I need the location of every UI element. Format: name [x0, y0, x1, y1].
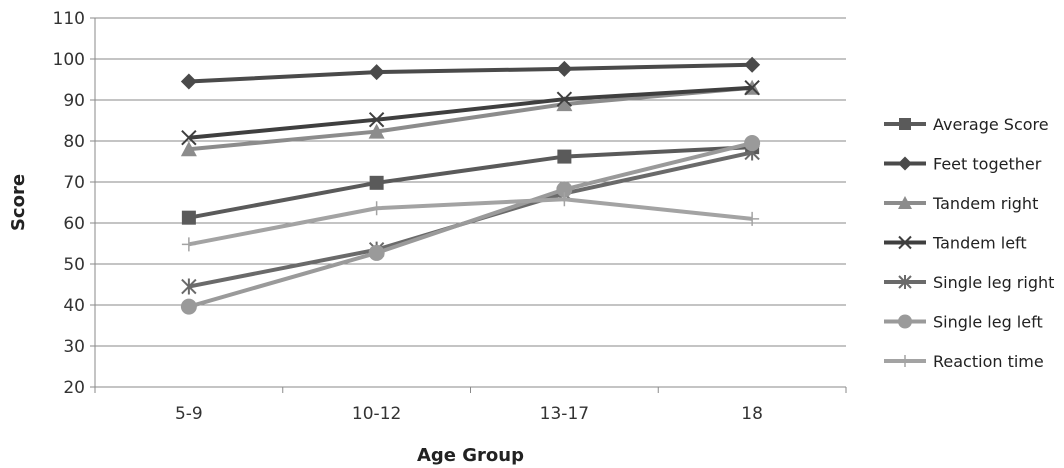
legend-label: Feet together: [933, 155, 1042, 174]
x-tick-label: 10-12: [352, 404, 401, 424]
y-tick-label: 110: [53, 9, 85, 29]
legend-item: Tandem left: [884, 234, 1027, 253]
marker-diamond: [744, 56, 761, 73]
y-tick-label: 70: [63, 173, 85, 193]
series-feet-together: [180, 56, 761, 90]
marker-square: [557, 149, 572, 164]
legend-label: Reaction time: [933, 352, 1044, 371]
marker-plus: [557, 192, 572, 207]
marker-x: [744, 79, 760, 96]
x-tick-label: 18: [741, 404, 763, 424]
marker-star: [181, 278, 197, 295]
legend-item: Average Score: [884, 115, 1049, 134]
marker-diamond: [368, 64, 385, 81]
marker-diamond: [898, 156, 912, 171]
legend: Average Score Feet together Tandem right Ta…: [884, 115, 1054, 371]
marker-x: [181, 130, 197, 146]
series-line: [188, 145, 753, 220]
y-tick-label: 90: [63, 91, 85, 111]
marker-circle: [898, 314, 912, 329]
legend-item: Reaction time: [884, 352, 1044, 371]
marker-x: [368, 111, 385, 128]
marker-circle: [368, 244, 385, 261]
y-tick-label: 50: [63, 255, 85, 275]
marker-triangle: [180, 141, 197, 157]
x-tick-labels: 5-9 10-12 13-17 18: [175, 404, 763, 424]
legend-label: Tandem right: [932, 194, 1038, 213]
y-axis-title: Score: [8, 174, 29, 231]
marker-plus: [181, 237, 196, 252]
axes: [94, 18, 847, 393]
marker-square: [181, 210, 196, 225]
marker-triangle: [898, 196, 912, 209]
marker-square: [899, 118, 911, 130]
marker-triangle: [556, 96, 573, 112]
legend-label: Average Score: [933, 115, 1049, 134]
marker-diamond: [180, 73, 197, 90]
series-group: [180, 56, 761, 315]
series-line: [188, 62, 753, 84]
series-line: [188, 197, 753, 247]
legend-label: Single leg right: [933, 273, 1054, 292]
series-single-leg-left: [180, 135, 761, 315]
series-line: [188, 85, 753, 140]
y-tick-label: 20: [63, 378, 85, 398]
legend-item: Feet together: [884, 155, 1042, 174]
marker-circle: [556, 181, 573, 198]
x-axis-title: Age Group: [417, 445, 524, 466]
legend-item: Tandem right: [884, 194, 1038, 213]
legend-item: Single leg right: [884, 273, 1054, 292]
series-reaction-time: [181, 192, 760, 252]
y-tick-label: 60: [63, 214, 85, 234]
marker-plus: [745, 211, 760, 226]
series-tandem-left: [181, 79, 760, 146]
legend-label: Tandem left: [932, 234, 1027, 253]
legend-item: Single leg left: [884, 313, 1043, 332]
marker-plus: [369, 201, 384, 216]
marker-square: [369, 175, 384, 190]
x-tick-label: 5-9: [175, 404, 203, 424]
y-tick-label: 40: [63, 296, 85, 316]
series-line: [188, 85, 753, 152]
y-tick-label: 30: [63, 337, 85, 357]
marker-star: [898, 275, 912, 289]
y-tick-label: 100: [53, 50, 85, 70]
marker-triangle: [368, 123, 385, 139]
marker-circle: [744, 135, 761, 152]
series-line: [188, 141, 753, 309]
marker-plus: [899, 355, 911, 367]
marker-circle: [180, 298, 197, 315]
x-tick-label: 13-17: [540, 404, 589, 424]
legend-label: Single leg left: [933, 313, 1043, 332]
marker-x: [556, 91, 573, 107]
marker-diamond: [556, 60, 573, 77]
y-tick-label: 80: [63, 132, 85, 152]
y-tick-labels: 20 30 40 50 60 70 80 90 100 110: [53, 9, 85, 398]
marker-x: [898, 235, 912, 250]
